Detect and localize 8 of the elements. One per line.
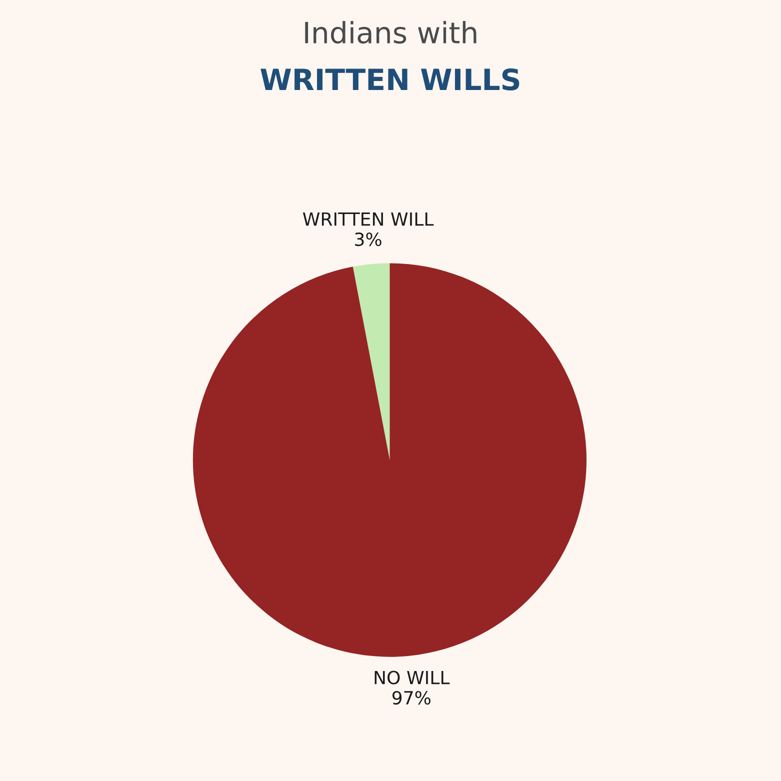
data-label: 97%	[392, 690, 430, 705]
slice-label: WRITTEN WILL	[302, 212, 434, 226]
pie-slice	[192, 263, 587, 657]
chart-title: Indians with	[305, 21, 476, 44]
slice-label: NO WILL	[374, 670, 450, 684]
data-label: 3%	[355, 232, 382, 246]
chart-subtitle: WRITTEN WILLS	[260, 68, 520, 90]
pie-slice	[352, 263, 390, 460]
